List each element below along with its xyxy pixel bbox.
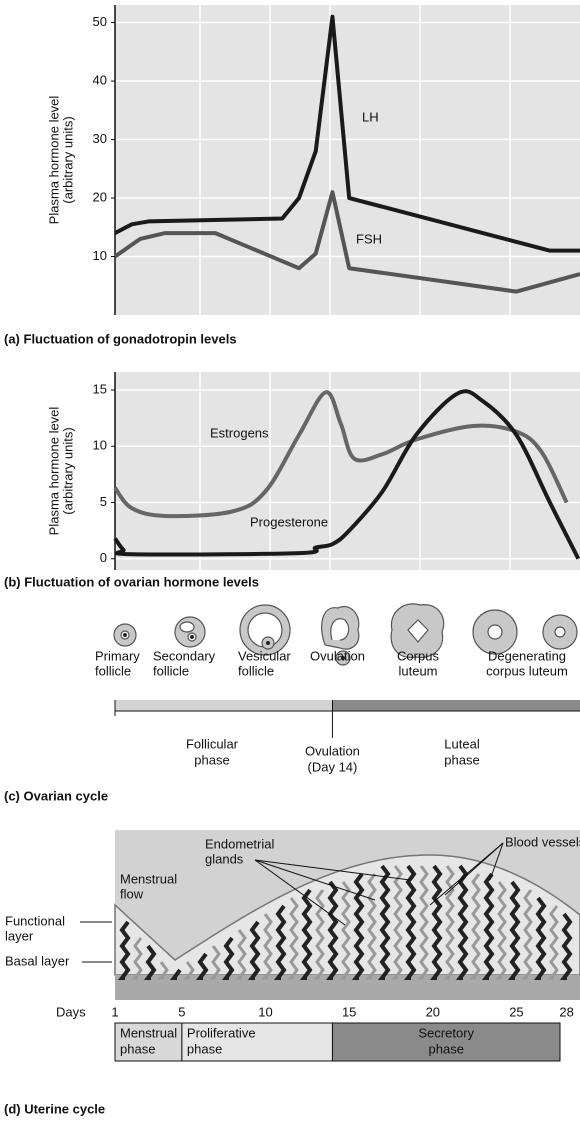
- y-tick-label: 15: [93, 381, 107, 396]
- follicular-bar: [115, 700, 332, 711]
- y-tick-label: 5: [100, 494, 107, 509]
- phase-label: Luteal: [444, 736, 480, 751]
- y-axis-label: Plasma hormone level(arbitrary units): [46, 407, 75, 536]
- stage-label: luteum: [398, 663, 437, 678]
- series-label: FSH: [356, 231, 382, 246]
- y-tick-label: 10: [93, 248, 107, 263]
- y-axis-label-line: (arbitrary units): [60, 116, 75, 203]
- stage-label: follicle: [95, 663, 131, 678]
- stage-label: Ovulation: [310, 648, 365, 663]
- blood-vessel: [200, 954, 206, 978]
- phase-label: phase: [120, 1041, 155, 1056]
- label: flow: [120, 886, 144, 901]
- days-label: Days: [56, 1004, 86, 1019]
- day-label: 28: [559, 1004, 573, 1019]
- phase-label: Ovulation: [305, 743, 360, 758]
- y-tick-label: 10: [93, 438, 107, 453]
- label: glands: [205, 851, 244, 866]
- stage-label: Degenerating: [488, 648, 566, 663]
- stage-label: Vesicular: [238, 648, 291, 663]
- panel-title: (d) Uterine cycle: [4, 1101, 105, 1116]
- phase-label: Secretory: [418, 1025, 474, 1040]
- day-label: 1: [111, 1004, 118, 1019]
- stage-label: corpus luteum: [486, 663, 568, 678]
- phase-label: Proliferative: [187, 1025, 256, 1040]
- y-axis-label: Plasma hormone level(arbitrary units): [46, 96, 75, 225]
- label: Functional: [5, 913, 65, 928]
- label: Basal layer: [5, 953, 70, 968]
- series-label: Progesterone: [250, 514, 328, 529]
- phase-label: phase: [187, 1041, 222, 1056]
- panel-title: (b) Fluctuation of ovarian hormone level…: [4, 574, 259, 589]
- phase-label: Menstrual: [120, 1025, 177, 1040]
- stage-label: Corpus: [397, 648, 439, 663]
- label: Blood vessels: [505, 834, 580, 849]
- phase-label: Follicular: [186, 736, 239, 751]
- phase-label: phase: [194, 752, 229, 767]
- stage-label: follicle: [153, 663, 189, 678]
- stage-label: follicle: [238, 663, 274, 678]
- y-tick-label: 20: [93, 189, 107, 204]
- label: layer: [5, 928, 34, 943]
- y-tick-label: 50: [93, 14, 107, 29]
- series-label: Estrogens: [210, 425, 269, 440]
- phase-label: phase: [444, 752, 479, 767]
- label: Menstrual: [120, 871, 177, 886]
- day-label: 15: [342, 1004, 356, 1019]
- day-label: 25: [509, 1004, 523, 1019]
- stage-label: Secondary: [153, 648, 216, 663]
- phase-label: phase: [429, 1041, 464, 1056]
- y-axis-label-line: (arbitrary units): [60, 427, 75, 514]
- day-label: 5: [178, 1004, 185, 1019]
- label: Endometrial: [205, 836, 274, 851]
- panel-title: (a) Fluctuation of gonadotropin levels: [4, 331, 237, 346]
- y-axis-label-line: Plasma hormone level: [46, 407, 61, 536]
- stage-label: Primary: [95, 648, 140, 663]
- day-label: 20: [426, 1004, 440, 1019]
- y-tick-label: 40: [93, 72, 107, 87]
- phase-label: (Day 14): [308, 759, 358, 774]
- y-axis-label-line: Plasma hormone level: [46, 96, 61, 225]
- figure: (a) Fluctuation of gonadotropin levels (…: [0, 0, 580, 1122]
- y-tick-label: 0: [100, 550, 107, 565]
- series-label: LH: [362, 109, 379, 124]
- panel-title: (c) Ovarian cycle: [4, 788, 108, 803]
- y-tick-label: 30: [93, 131, 107, 146]
- luteal-bar: [332, 700, 580, 711]
- day-label: 10: [258, 1004, 272, 1019]
